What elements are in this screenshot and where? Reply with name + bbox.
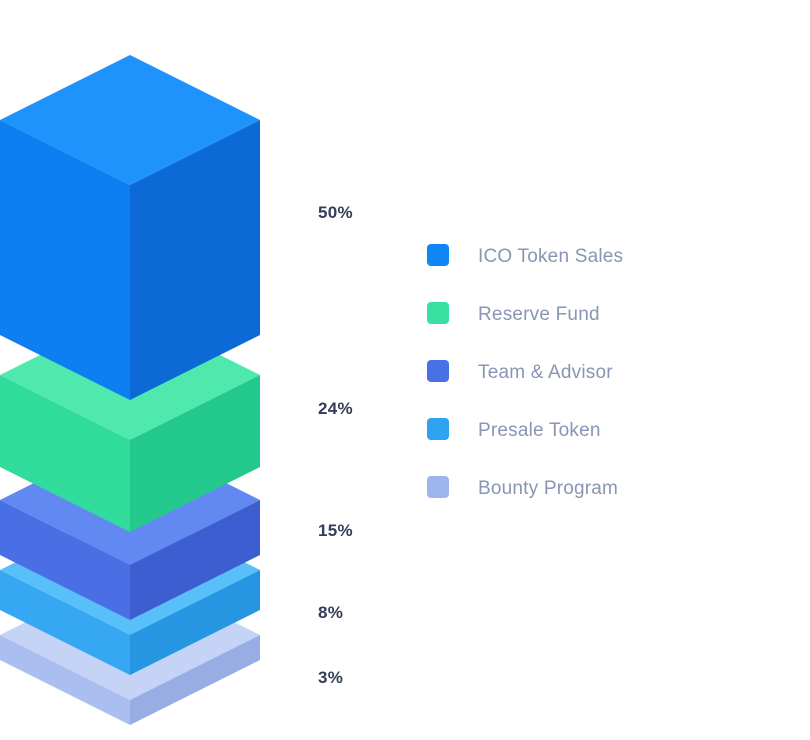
team-right-face [130, 500, 260, 620]
team-left-face [0, 500, 130, 620]
legend-item-ico: ICO Token Sales [427, 244, 623, 267]
reserve-left-face [0, 375, 130, 532]
legend-swatch-presale [427, 418, 449, 440]
value-label-bounty: 3% [318, 668, 343, 687]
legend-item-reserve: Reserve Fund [427, 302, 600, 325]
bounty-right-face [130, 635, 260, 725]
legend-swatch-bounty [427, 476, 449, 498]
value-label-team: 15% [318, 521, 353, 540]
bounty-left-face [0, 635, 130, 725]
value-label-reserve: 24% [318, 399, 353, 418]
value-label-presale: 8% [318, 603, 343, 622]
legend: ICO Token Sales Reserve Fund Team & Advi… [427, 244, 623, 499]
legend-item-presale: Presale Token [427, 418, 601, 441]
block-ico-token-sales [0, 55, 260, 400]
legend-label-team: Team & Advisor [478, 362, 613, 383]
presale-right-face [130, 570, 260, 675]
presale-left-face [0, 570, 130, 675]
legend-swatch-ico [427, 244, 449, 266]
value-label-ico: 50% [318, 203, 353, 222]
legend-label-reserve: Reserve Fund [478, 304, 600, 325]
ico-left-face [0, 120, 130, 400]
legend-item-bounty: Bounty Program [427, 476, 618, 499]
legend-label-bounty: Bounty Program [478, 478, 618, 499]
legend-swatch-team [427, 360, 449, 382]
legend-label-ico: ICO Token Sales [478, 246, 623, 267]
legend-swatch-reserve [427, 302, 449, 324]
legend-label-presale: Presale Token [478, 420, 601, 441]
ico-right-face [130, 120, 260, 400]
legend-item-team: Team & Advisor [427, 360, 613, 383]
reserve-right-face [130, 375, 260, 532]
